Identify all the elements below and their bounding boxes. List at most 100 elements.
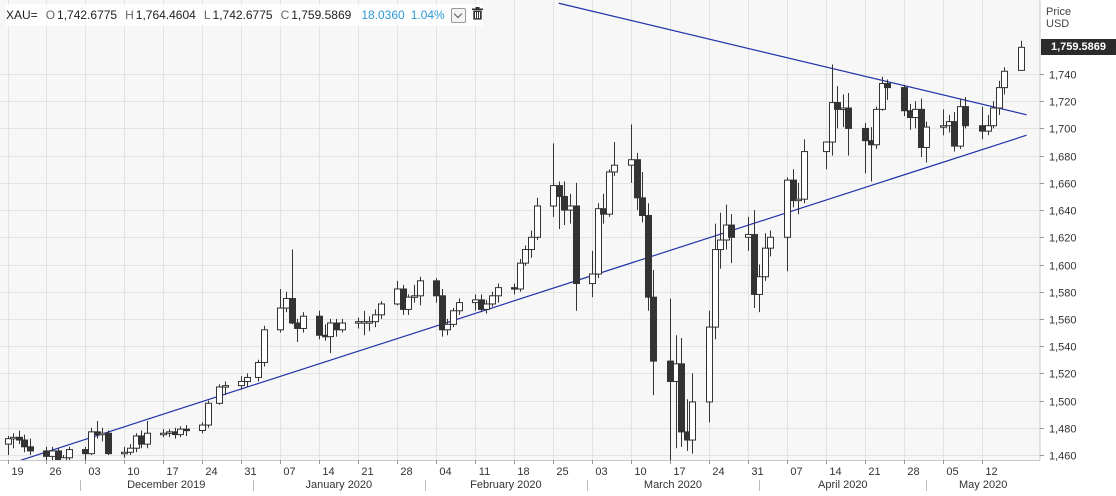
candle-up xyxy=(327,322,334,338)
candle-up xyxy=(144,432,151,445)
x-day-label: 24 xyxy=(205,466,217,478)
y-tick-label: 1,660 xyxy=(1049,179,1077,191)
candle-up xyxy=(767,236,774,249)
x-day-label: 31 xyxy=(751,466,763,478)
low-key: L xyxy=(203,8,211,22)
x-month-label: March 2020 xyxy=(644,479,702,491)
candle-down xyxy=(573,205,580,285)
candle-down xyxy=(600,208,607,215)
candle-up xyxy=(595,208,602,275)
x-day-label: 21 xyxy=(868,466,880,478)
candle-up xyxy=(355,321,362,324)
candle-up xyxy=(372,314,379,323)
x-axis: 19 26 03 10 17 24 31 07 14 21 28 04 11 18 25 03 10 17 24 31… xyxy=(8,460,1007,491)
y-tick-label: 1,620 xyxy=(1049,233,1077,245)
change-value: 18.0360 xyxy=(361,8,405,22)
candle-down xyxy=(82,449,89,455)
upper-resistance-line xyxy=(558,2,1027,116)
candle-up xyxy=(912,108,919,119)
close-value: 1,759.5869 xyxy=(291,8,352,22)
candle-up xyxy=(255,361,262,378)
candle-up xyxy=(801,151,808,200)
candle-up xyxy=(795,198,802,202)
candle-up xyxy=(489,295,496,305)
plot-background xyxy=(0,0,1040,460)
x-day-label: 12 xyxy=(985,466,997,478)
candle-down xyxy=(27,446,34,452)
candle-up xyxy=(121,451,128,455)
open-value: 1,742.6775 xyxy=(57,8,118,22)
candle-down xyxy=(884,83,891,89)
lower-support-line xyxy=(7,134,1027,466)
candle-down xyxy=(862,127,869,142)
x-day-label: 10 xyxy=(127,466,139,478)
candle-down xyxy=(790,179,797,202)
candle-up xyxy=(177,428,184,436)
candle-up xyxy=(756,276,763,295)
y-tick-label: 1,680 xyxy=(1049,152,1077,164)
x-day-label: 11 xyxy=(479,466,490,478)
candle-up xyxy=(166,431,173,434)
candle-up xyxy=(611,164,618,173)
x-month-label: February 2020 xyxy=(470,479,542,491)
candle-down xyxy=(901,87,908,112)
x-day-label: 28 xyxy=(907,466,919,478)
candle-up xyxy=(378,303,385,316)
symbol-label: XAU= xyxy=(6,8,38,22)
candle-down xyxy=(728,224,735,238)
candle-up xyxy=(160,432,167,436)
price-axis-panel[interactable] xyxy=(1040,0,1116,491)
candle-up xyxy=(522,249,529,264)
candle-up xyxy=(88,431,95,455)
y-tick-label: 1,560 xyxy=(1049,315,1077,327)
dropdown-chevron-icon[interactable] xyxy=(450,7,466,23)
candle-up xyxy=(829,102,836,143)
candle-down xyxy=(43,450,50,457)
y-tick-label: 1,540 xyxy=(1049,342,1077,354)
candle-down xyxy=(138,435,145,445)
x-day-label: 14 xyxy=(322,466,334,478)
y-tick-label: 1,580 xyxy=(1049,288,1077,300)
high-value: 1,764.4604 xyxy=(135,8,196,22)
candle-down xyxy=(751,234,758,295)
time-axis-panel[interactable] xyxy=(0,460,1040,491)
trash-icon[interactable] xyxy=(471,7,483,23)
candle-up xyxy=(589,273,596,285)
candle-up xyxy=(205,402,212,426)
candle-up xyxy=(528,236,535,251)
candle-up xyxy=(706,326,713,403)
candle-up xyxy=(985,125,992,132)
candle-up xyxy=(49,450,56,457)
x-day-label: 03 xyxy=(595,466,607,478)
x-day-label: 28 xyxy=(400,466,412,478)
y-tick-label: 1,500 xyxy=(1049,397,1077,409)
y-tick-label: 1,640 xyxy=(1049,206,1077,218)
candle-up xyxy=(277,307,284,331)
candle-up xyxy=(472,299,479,304)
candle-up xyxy=(784,179,791,238)
candle-up xyxy=(444,323,451,331)
candle-down xyxy=(678,363,685,433)
candle-up xyxy=(990,107,997,127)
candle-up xyxy=(940,125,947,128)
candle-down xyxy=(951,121,958,147)
candle-up xyxy=(394,288,401,305)
candle-down xyxy=(834,102,841,110)
x-day-label: 19 xyxy=(11,466,23,478)
candle-up xyxy=(127,447,134,453)
candle-up xyxy=(405,296,412,310)
ohlc-legend: XAU= O 1,742.6775 H 1,764.4604 L 1,742.6… xyxy=(6,4,483,26)
x-day-label: 31 xyxy=(244,466,256,478)
candle-down xyxy=(433,280,440,297)
x-day-label: 17 xyxy=(673,466,685,478)
x-day-label: 04 xyxy=(439,466,451,478)
grid xyxy=(0,0,1040,460)
candle-up xyxy=(689,401,696,441)
candle-up xyxy=(534,205,541,238)
y-tick-label: 1,480 xyxy=(1049,424,1077,436)
x-day-label: 17 xyxy=(166,466,178,478)
candle-up xyxy=(745,234,752,238)
candle-up xyxy=(411,295,418,298)
